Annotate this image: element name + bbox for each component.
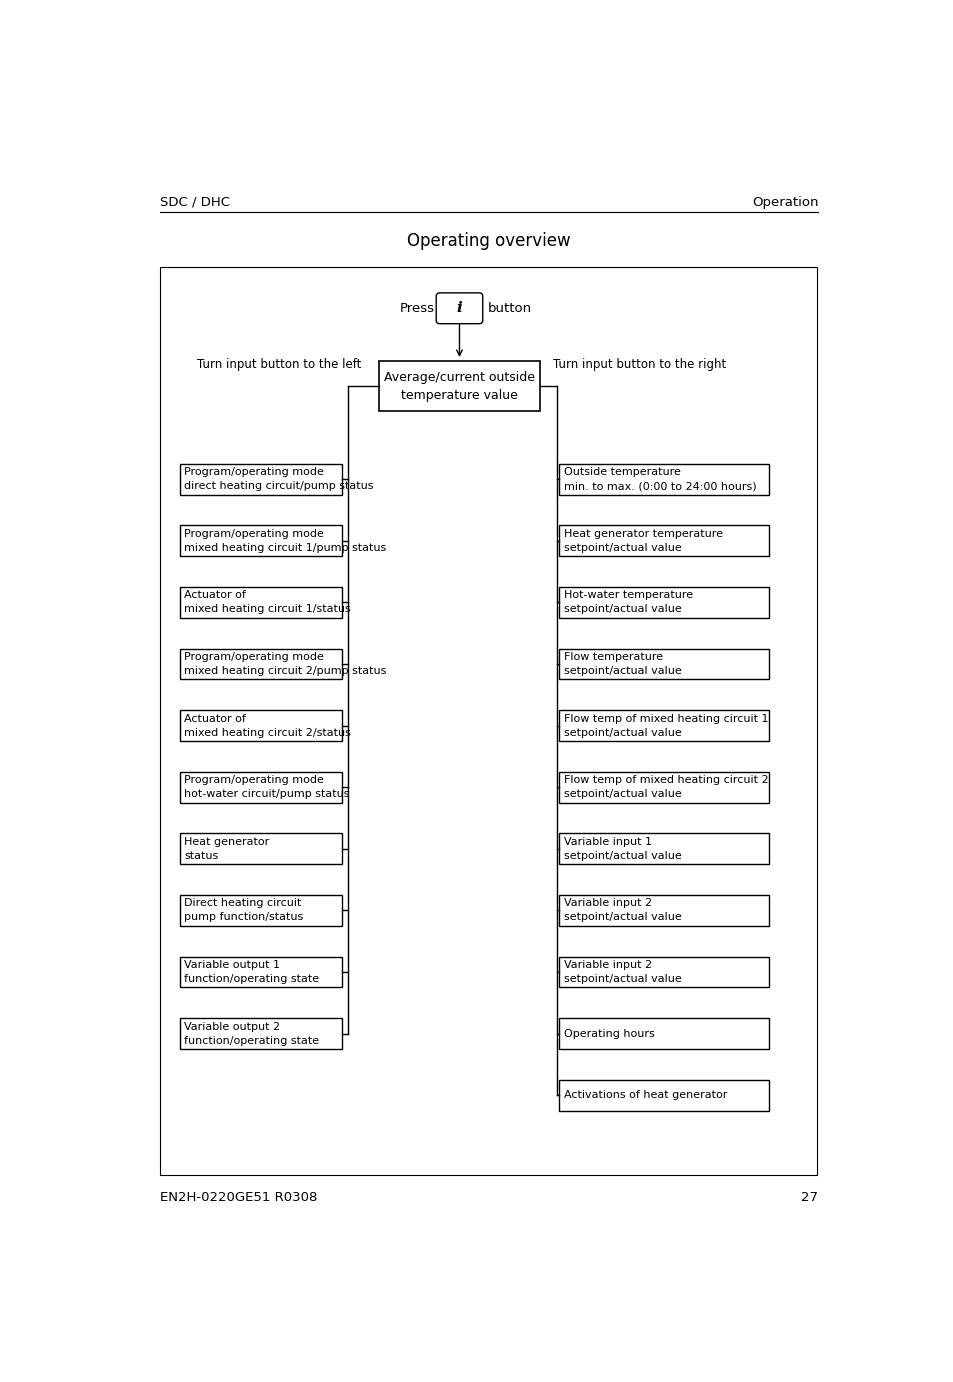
Text: SDC / DHC: SDC / DHC bbox=[159, 195, 230, 209]
FancyBboxPatch shape bbox=[179, 771, 342, 803]
Text: Flow temp of mixed heating circuit 2
setpoint/actual value: Flow temp of mixed heating circuit 2 set… bbox=[563, 775, 768, 799]
FancyBboxPatch shape bbox=[159, 268, 816, 1175]
Text: Variable output 1
function/operating state: Variable output 1 function/operating sta… bbox=[184, 960, 319, 984]
Text: Variable input 2
setpoint/actual value: Variable input 2 setpoint/actual value bbox=[563, 898, 681, 922]
Text: Program/operating mode
direct heating circuit/pump status: Program/operating mode direct heating ci… bbox=[184, 467, 374, 491]
Text: Variable output 2
function/operating state: Variable output 2 function/operating sta… bbox=[184, 1021, 319, 1046]
Text: Variable input 1
setpoint/actual value: Variable input 1 setpoint/actual value bbox=[563, 837, 681, 861]
Text: Operating overview: Operating overview bbox=[407, 232, 570, 250]
FancyBboxPatch shape bbox=[179, 1019, 342, 1049]
Text: Turn input button to the right: Turn input button to the right bbox=[553, 358, 726, 372]
FancyBboxPatch shape bbox=[179, 956, 342, 987]
Text: Program/operating mode
mixed heating circuit 2/pump status: Program/operating mode mixed heating cir… bbox=[184, 652, 386, 676]
Text: Activations of heat generator: Activations of heat generator bbox=[563, 1090, 727, 1100]
Text: Variable input 2
setpoint/actual value: Variable input 2 setpoint/actual value bbox=[563, 960, 681, 984]
Text: Press: Press bbox=[399, 301, 435, 315]
FancyBboxPatch shape bbox=[179, 648, 342, 680]
Text: Direct heating circuit
pump function/status: Direct heating circuit pump function/sta… bbox=[184, 898, 303, 922]
FancyBboxPatch shape bbox=[179, 587, 342, 618]
Text: Turn input button to the left: Turn input button to the left bbox=[196, 358, 361, 372]
FancyBboxPatch shape bbox=[179, 896, 342, 926]
FancyBboxPatch shape bbox=[179, 525, 342, 556]
FancyBboxPatch shape bbox=[558, 525, 768, 556]
FancyBboxPatch shape bbox=[179, 833, 342, 864]
FancyBboxPatch shape bbox=[179, 710, 342, 741]
Text: Flow temperature
setpoint/actual value: Flow temperature setpoint/actual value bbox=[563, 652, 681, 676]
FancyBboxPatch shape bbox=[558, 956, 768, 987]
Text: Operation: Operation bbox=[751, 195, 818, 209]
FancyBboxPatch shape bbox=[558, 648, 768, 680]
FancyBboxPatch shape bbox=[558, 1079, 768, 1111]
Text: Hot-water temperature
setpoint/actual value: Hot-water temperature setpoint/actual va… bbox=[563, 590, 693, 615]
FancyBboxPatch shape bbox=[558, 896, 768, 926]
Text: Actuator of
mixed heating circuit 1/status: Actuator of mixed heating circuit 1/stat… bbox=[184, 590, 351, 615]
Text: Flow temp of mixed heating circuit 1
setpoint/actual value: Flow temp of mixed heating circuit 1 set… bbox=[563, 713, 768, 738]
Text: Average/current outside
temperature value: Average/current outside temperature valu… bbox=[383, 370, 535, 402]
FancyBboxPatch shape bbox=[436, 293, 482, 323]
Text: Program/operating mode
mixed heating circuit 1/pump status: Program/operating mode mixed heating cir… bbox=[184, 529, 386, 553]
FancyBboxPatch shape bbox=[558, 1019, 768, 1049]
Text: Outside temperature
min. to max. (0:00 to 24:00 hours): Outside temperature min. to max. (0:00 t… bbox=[563, 467, 756, 491]
Text: 27: 27 bbox=[801, 1191, 818, 1204]
Text: Heat generator
status: Heat generator status bbox=[184, 837, 270, 861]
FancyBboxPatch shape bbox=[378, 362, 539, 412]
FancyBboxPatch shape bbox=[558, 710, 768, 741]
FancyBboxPatch shape bbox=[558, 587, 768, 618]
Text: EN2H-0220GE51 R0308: EN2H-0220GE51 R0308 bbox=[159, 1191, 316, 1204]
FancyBboxPatch shape bbox=[558, 771, 768, 803]
Text: Program/operating mode
hot-water circuit/pump status: Program/operating mode hot-water circuit… bbox=[184, 775, 350, 799]
FancyBboxPatch shape bbox=[558, 833, 768, 864]
Text: Operating hours: Operating hours bbox=[563, 1028, 654, 1039]
Text: Actuator of
mixed heating circuit 2/status: Actuator of mixed heating circuit 2/stat… bbox=[184, 713, 351, 738]
Text: button: button bbox=[487, 301, 531, 315]
Text: Heat generator temperature
setpoint/actual value: Heat generator temperature setpoint/actu… bbox=[563, 529, 722, 553]
FancyBboxPatch shape bbox=[179, 464, 342, 495]
FancyBboxPatch shape bbox=[558, 464, 768, 495]
Text: i: i bbox=[456, 301, 462, 315]
